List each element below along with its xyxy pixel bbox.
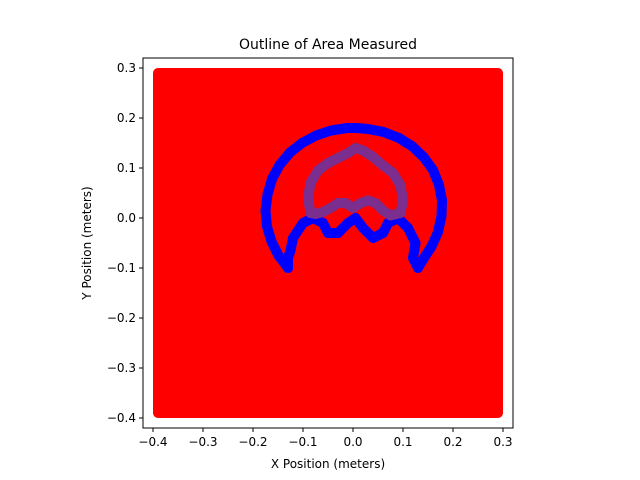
y-tick-label: −0.1	[107, 261, 136, 275]
series-1-point	[273, 250, 284, 261]
series-2-point	[395, 180, 406, 191]
series-1-point	[342, 123, 352, 133]
series-1-point	[343, 218, 353, 228]
series-1-point	[285, 147, 295, 158]
series-1-point	[262, 189, 273, 200]
y-tick-label: 0.3	[117, 61, 136, 75]
x-tick-label: 0.3	[493, 435, 512, 449]
series-1-point	[368, 233, 378, 243]
series-2-point	[313, 165, 323, 176]
x-tick-label: −0.3	[188, 435, 217, 449]
y-tick-label: −0.2	[107, 311, 136, 325]
series-1-point	[408, 253, 418, 263]
x-tick-label: 0.0	[343, 435, 362, 449]
series-1-point	[428, 165, 438, 175]
series-2-point	[325, 203, 336, 213]
series-1-point	[266, 236, 277, 247]
series-2-point	[385, 210, 396, 221]
series-1-point	[274, 160, 285, 170]
chart-title: Outline of Area Measured	[239, 37, 417, 53]
x-axis-label: X Position (meters)	[271, 457, 385, 471]
series-1-point	[333, 228, 343, 238]
axes-frame	[142, 57, 514, 429]
series-2-point	[343, 148, 353, 158]
series-2-point	[398, 195, 408, 206]
series-1-point	[326, 125, 336, 136]
series-2-point	[333, 153, 343, 163]
series-2-point	[368, 152, 378, 162]
x-tick-label: 0.2	[443, 435, 462, 449]
series-0-point-cloud	[153, 68, 503, 418]
series-2-point	[305, 178, 316, 188]
y-tick-label: 0.0	[117, 211, 136, 225]
y-tick-label: −0.4	[107, 411, 136, 425]
y-axis-label: Y Position (meters)	[80, 186, 94, 300]
series-2-point	[318, 207, 328, 217]
series-1-point	[378, 228, 388, 238]
x-tick-label: −0.1	[288, 435, 317, 449]
series-1	[260, 123, 447, 273]
series-2-point	[303, 193, 313, 203]
series-2-point	[323, 158, 333, 168]
series-2-point	[358, 145, 368, 156]
plot-area	[142, 57, 514, 429]
series-1-point	[434, 180, 444, 190]
y-tick-label: −0.3	[107, 361, 136, 375]
series-1-point	[403, 223, 413, 233]
series-1-point	[410, 238, 421, 248]
series-0	[153, 68, 503, 418]
x-tick-label: −0.4	[138, 435, 167, 449]
series-1-point	[283, 263, 293, 273]
series-1-point	[297, 138, 307, 148]
series-1-point	[262, 221, 272, 232]
series-1-point	[267, 174, 277, 184]
series-1-point	[419, 152, 429, 163]
series-1-point	[437, 195, 447, 206]
series-2-point	[378, 205, 388, 216]
y-tick-label: 0.1	[117, 161, 136, 175]
series-1-point	[426, 241, 437, 252]
series-1-point	[407, 141, 418, 152]
series-1-point	[358, 223, 368, 233]
series-1-point	[323, 228, 333, 238]
x-axis-ticks: −0.4 −0.3 −0.2 −0.1 0.0 0.1 0.2 0.3	[138, 428, 513, 449]
series-2-point	[333, 198, 343, 208]
y-axis-ticks: −0.4 −0.3 −0.2 −0.1 0.0 0.1 0.2 0.3	[107, 61, 143, 425]
series-2-point	[388, 168, 398, 178]
series-2-point	[355, 198, 366, 208]
series-1-point	[418, 254, 428, 265]
series-1-point	[283, 253, 293, 263]
x-tick-label: 0.1	[393, 435, 412, 449]
series-1-point	[288, 233, 298, 243]
series-1-point	[394, 133, 404, 143]
series-2-point	[348, 203, 358, 213]
series-1-point	[436, 211, 447, 221]
series-1-point	[260, 205, 271, 216]
series-1-point	[352, 123, 362, 133]
series-1-point	[311, 130, 321, 141]
series-2-point	[378, 160, 388, 171]
series-layer	[153, 68, 503, 418]
series-1-point	[318, 218, 328, 228]
series-1-point	[413, 263, 423, 273]
series-1-point	[350, 213, 361, 223]
series-1-point	[363, 124, 373, 134]
series-1-point	[433, 227, 443, 237]
y-tick-label: 0.2	[117, 111, 136, 125]
series-2-point	[340, 198, 351, 208]
series-2-point	[305, 208, 316, 218]
x-tick-label: −0.2	[238, 435, 267, 449]
series-2	[303, 143, 408, 221]
series-1-point	[298, 218, 308, 228]
series-2-point	[395, 208, 406, 218]
series-1-point	[378, 127, 389, 137]
